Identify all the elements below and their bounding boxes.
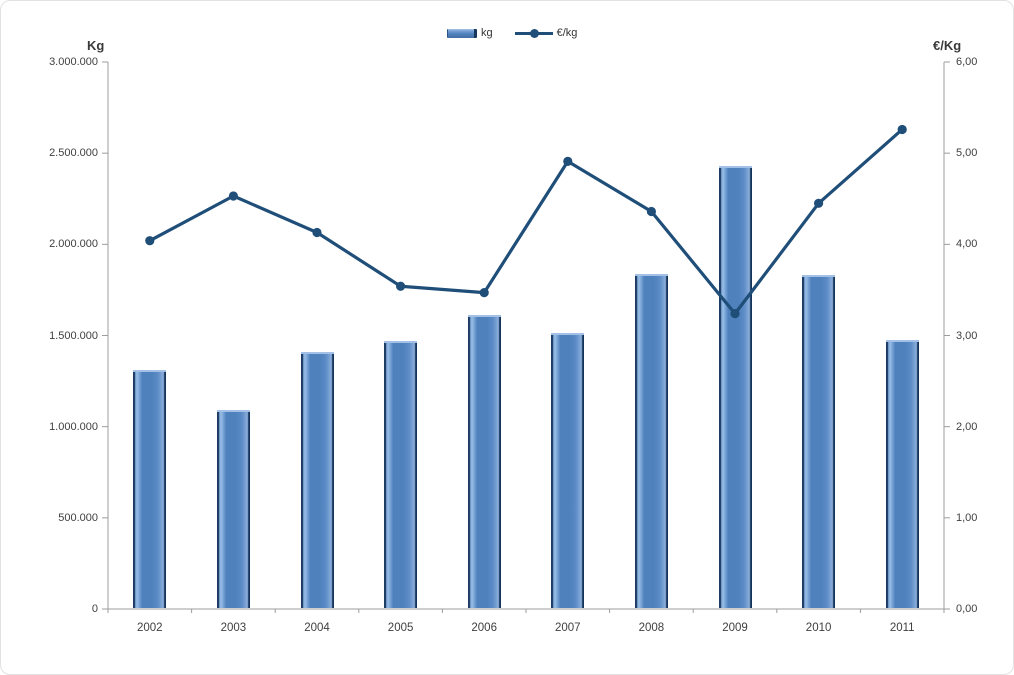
x-axis-category-label: 2002 bbox=[137, 622, 163, 634]
bar-2004 bbox=[300, 351, 334, 608]
x-axis-category-label: 2003 bbox=[220, 622, 247, 634]
bar-2002 bbox=[133, 370, 167, 608]
legend-label: €/kg bbox=[556, 27, 578, 39]
bar-2006 bbox=[467, 314, 501, 608]
y-axis-right-label: 0,00 bbox=[956, 603, 978, 615]
line-marker-2005 bbox=[396, 281, 406, 291]
legend-label: kg bbox=[481, 27, 493, 39]
x-axis-category-label: 2004 bbox=[304, 622, 330, 634]
y-axis-right-label: 5,00 bbox=[956, 147, 978, 160]
legend: kg €/kg bbox=[447, 27, 577, 39]
line-marker-2006 bbox=[479, 288, 489, 298]
bar-2011 bbox=[885, 340, 919, 608]
x-axis-category-label: 2007 bbox=[555, 622, 581, 634]
right-axis-title: €/Kg bbox=[933, 38, 962, 53]
bar-2005 bbox=[384, 340, 418, 608]
line-marker-2009 bbox=[730, 309, 740, 319]
line-marker-2002 bbox=[145, 236, 155, 246]
x-axis-category-label: 2009 bbox=[722, 622, 748, 634]
line-marker-2010 bbox=[814, 198, 824, 208]
line-series bbox=[149, 128, 904, 316]
line-marker-2008 bbox=[646, 206, 657, 217]
y-axis-left-label: 1.000.000 bbox=[49, 420, 98, 433]
x-axis-category-label: 2008 bbox=[638, 622, 665, 634]
bar-2007 bbox=[551, 332, 585, 608]
y-axis-left-label: 500.000 bbox=[58, 511, 98, 524]
left-axis-title: Kg bbox=[87, 38, 105, 53]
line-marker-2007 bbox=[563, 156, 573, 166]
line-series-swatch-icon bbox=[514, 28, 553, 38]
y-axis-left-label: 0 bbox=[91, 603, 98, 615]
legend-entry-kg: kg bbox=[447, 27, 493, 39]
x-axis-category-label: 2010 bbox=[805, 622, 832, 634]
y-axis-left-label: 1.500.000 bbox=[49, 329, 98, 342]
line-marker-2011 bbox=[897, 124, 907, 135]
line-marker-2004 bbox=[312, 227, 322, 238]
y-axis-right-label: 3,00 bbox=[956, 329, 978, 342]
y-axis-left-label: 2.500.000 bbox=[49, 147, 98, 160]
y-axis-left-label: 2.000.000 bbox=[49, 238, 98, 251]
y-axis-right-label: 2,00 bbox=[956, 420, 978, 433]
bar-2003 bbox=[216, 410, 250, 608]
bar-2008 bbox=[634, 273, 668, 608]
y-axis-right-label: 4,00 bbox=[956, 238, 978, 251]
x-axis-category-label: 2006 bbox=[471, 622, 497, 634]
legend-entry-eur-per-kg: €/kg bbox=[514, 27, 578, 39]
bar-2009 bbox=[718, 165, 752, 608]
y-axis-right-label: 1,00 bbox=[956, 511, 978, 524]
x-axis-category-label: 2005 bbox=[387, 622, 414, 634]
y-axis-right-label: 6,00 bbox=[956, 56, 978, 68]
bar-2010 bbox=[802, 275, 836, 608]
bar-series-swatch-icon bbox=[447, 28, 477, 38]
line-marker-2003 bbox=[228, 191, 238, 201]
x-axis-category-label: 2011 bbox=[889, 622, 915, 634]
y-axis-left-label: 3.000.000 bbox=[49, 56, 98, 68]
